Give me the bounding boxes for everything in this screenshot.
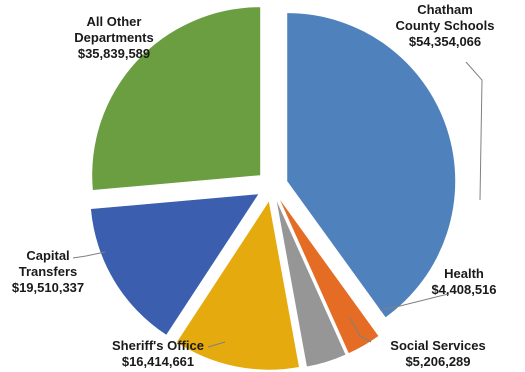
leader-line-health: [379, 293, 449, 311]
slice-value-capital-transfers: $19,510,337: [12, 280, 84, 295]
slice-value-all-other: $35,839,589: [78, 46, 150, 61]
slice-labels: Chatham County Schools $54,354,066 Health $4…: [12, 2, 497, 369]
slice-label-schools: Chatham County Schools $54,354,066: [396, 2, 495, 49]
slice-name-schools: Chatham: [417, 2, 473, 17]
slice-label-sheriffs-office: Sheriff's Office $16,414,661: [112, 338, 204, 369]
slice-name-schools: County Schools: [396, 18, 495, 33]
slice-label-health: Health $4,408,516: [431, 266, 496, 297]
slice-value-social-services: $5,206,289: [405, 354, 470, 369]
slice-name-health: Health: [444, 266, 484, 281]
slice-name-capital-transfers: Transfers: [19, 264, 78, 279]
slice-label-capital-transfers: Capital Transfers $19,510,337: [12, 248, 84, 295]
pie-slice-all-other: [92, 7, 261, 191]
leader-line-capital-transfers: [72, 251, 106, 259]
slice-label-social-services: Social Services $5,206,289: [390, 338, 485, 369]
pie-slice-capital-transfers: [90, 194, 259, 335]
pie-slice-schools: [287, 13, 456, 318]
slice-name-all-other: Departments: [74, 30, 153, 45]
slice-value-schools: $54,354,066: [409, 34, 481, 49]
slice-label-all-other: All Other Departments $35,839,589: [74, 14, 153, 61]
slice-value-sheriffs-office: $16,414,661: [122, 354, 194, 369]
slice-name-social-services: Social Services: [390, 338, 485, 353]
pie-slice-sheriffs-office: [176, 201, 299, 370]
leader-line-schools: [465, 61, 483, 201]
slice-name-all-other: All Other: [87, 14, 142, 29]
pie-slices: [90, 7, 456, 370]
pie-slice-health: [279, 199, 379, 354]
slice-value-health: $4,408,516: [431, 282, 496, 297]
leader-line-social-services: [349, 317, 372, 343]
leader-line-sheriffs-office: [207, 341, 226, 348]
slice-name-sheriffs-office: Sheriff's Office: [112, 338, 204, 353]
pie-slice-social-services: [276, 201, 346, 367]
slice-name-capital-transfers: Capital: [26, 248, 69, 263]
leader-lines: [72, 61, 483, 348]
